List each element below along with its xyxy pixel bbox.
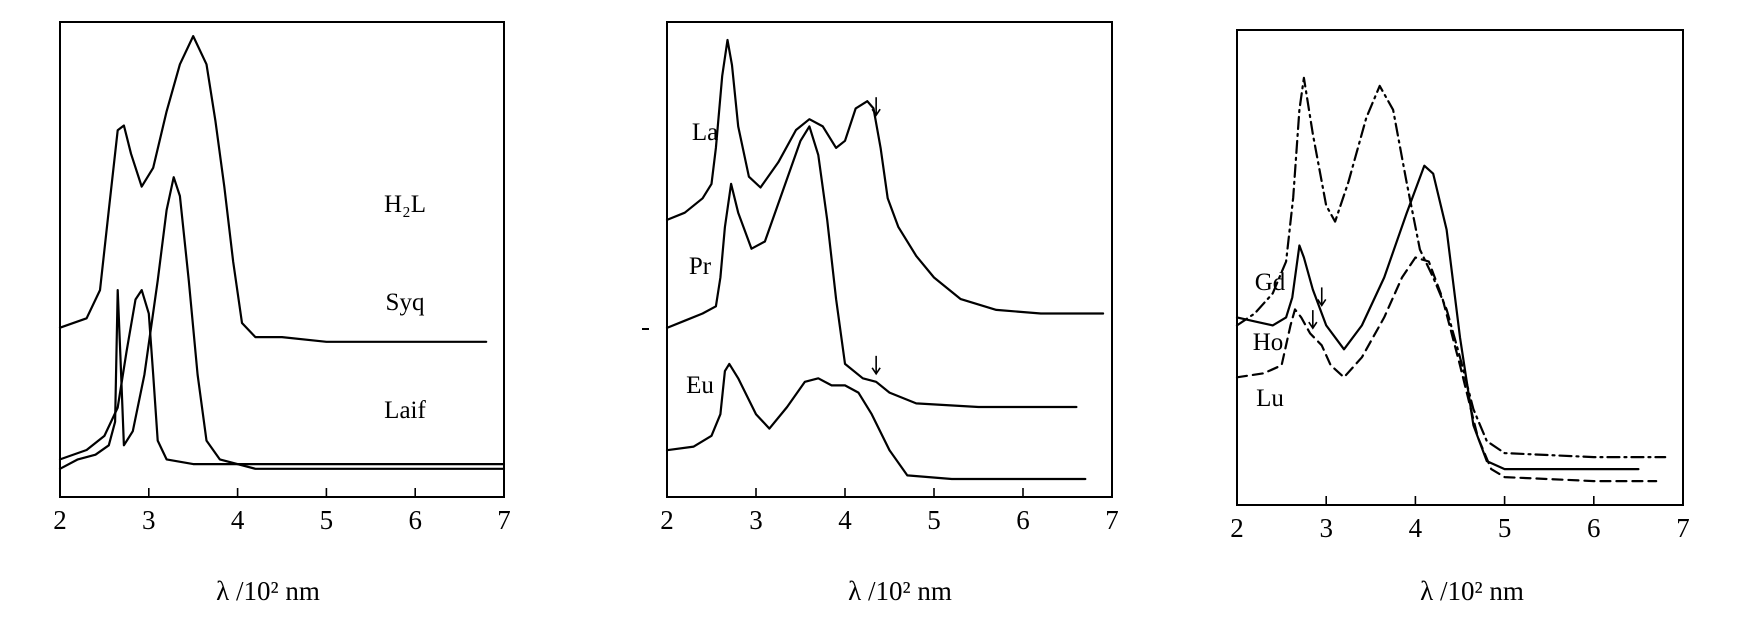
series-line-syq <box>58 176 506 470</box>
plot-frame <box>1236 29 1684 506</box>
x-axis-label: λ /10² nm <box>216 576 320 606</box>
series-line-ho <box>1235 164 1640 471</box>
x-tick-label: 3 <box>749 505 763 535</box>
down-arrow-icon <box>871 355 881 376</box>
series-line-pr <box>665 125 1078 409</box>
x-tick-label: 4 <box>1409 513 1423 543</box>
x-tick-label: 4 <box>231 505 245 535</box>
plot-frame <box>666 21 1113 498</box>
x-tick-label: 5 <box>1498 513 1512 543</box>
x-tick-label: 2 <box>53 505 67 535</box>
series-label: Ho <box>1253 329 1284 356</box>
x-tick-label: 2 <box>660 505 674 535</box>
series-label: H₂L <box>384 191 426 218</box>
series-line-hl <box>58 35 488 343</box>
series-label: Lu <box>1256 385 1284 412</box>
x-tick-label: 3 <box>1319 513 1333 543</box>
series-line-lu <box>1235 256 1658 483</box>
series-label: La <box>692 119 718 146</box>
x-tick-label: 7 <box>497 505 511 535</box>
series-label: Laif <box>384 397 426 424</box>
chart-panel-1: 2 3 4 5 6 7 λ /10² nm H₂L Syq Laif <box>53 21 511 606</box>
x-tick-label: 7 <box>1105 505 1119 535</box>
chart-panel-2: 2 3 4 5 6 7 λ /10² nm La Pr Eu <box>660 21 1119 606</box>
series-line-la <box>665 38 1105 315</box>
down-arrow-icon <box>871 97 881 117</box>
x-axis-label: λ /10² nm <box>1420 576 1524 606</box>
x-tick-label: 6 <box>408 505 422 535</box>
series-label: Pr <box>689 253 712 280</box>
chart-panel-3: 2 3 4 5 6 7 λ /10² nm Gd Ho Lu <box>1230 29 1690 606</box>
x-tick-label: 5 <box>927 505 941 535</box>
plot-frame <box>59 21 505 498</box>
series-label: Gd <box>1255 269 1286 296</box>
series-label: Syq <box>386 289 425 316</box>
x-tick-label: 5 <box>320 505 334 535</box>
series-line-eu <box>665 362 1087 481</box>
series-line-gd <box>1235 76 1667 459</box>
x-tick-label: 3 <box>142 505 156 535</box>
x-tick-label: 2 <box>1230 513 1244 543</box>
x-axis-label: λ /10² nm <box>848 576 952 606</box>
x-tick-label: 4 <box>838 505 852 535</box>
x-tick-label: 7 <box>1676 513 1690 543</box>
series-label: Eu <box>686 372 714 399</box>
series-line-laif <box>58 289 506 466</box>
down-arrow-icon <box>1317 287 1327 307</box>
down-arrow-icon <box>1308 310 1318 330</box>
x-tick-label: 6 <box>1016 505 1030 535</box>
x-tick-label: 6 <box>1587 513 1601 543</box>
